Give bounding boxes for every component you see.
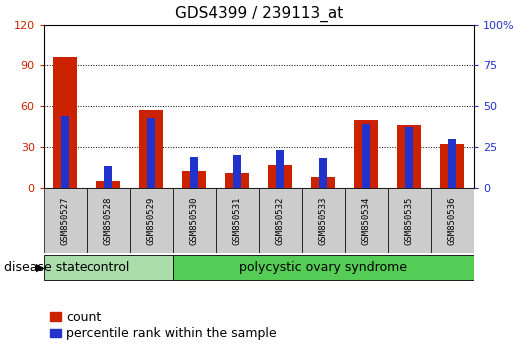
Bar: [182, 171, 206, 188]
Bar: [354, 120, 378, 188]
FancyBboxPatch shape: [431, 188, 474, 253]
Bar: [319, 158, 327, 188]
Bar: [226, 173, 249, 188]
Text: control: control: [87, 261, 130, 274]
Bar: [96, 181, 120, 188]
Bar: [440, 144, 464, 188]
Text: GSM850536: GSM850536: [448, 196, 457, 245]
Text: polycystic ovary syndrome: polycystic ovary syndrome: [239, 261, 407, 274]
Legend: count, percentile rank within the sample: count, percentile rank within the sample: [50, 311, 277, 341]
FancyBboxPatch shape: [345, 188, 388, 253]
Bar: [140, 110, 163, 188]
Text: GSM850533: GSM850533: [319, 196, 328, 245]
Bar: [268, 165, 292, 188]
FancyBboxPatch shape: [173, 188, 216, 253]
FancyBboxPatch shape: [173, 255, 474, 280]
Bar: [277, 150, 284, 188]
Text: disease state: disease state: [4, 261, 88, 274]
FancyBboxPatch shape: [216, 188, 259, 253]
FancyBboxPatch shape: [388, 188, 431, 253]
Text: GSM850535: GSM850535: [405, 196, 414, 245]
FancyBboxPatch shape: [44, 188, 87, 253]
FancyBboxPatch shape: [130, 188, 173, 253]
Text: ▶: ▶: [36, 262, 44, 272]
FancyBboxPatch shape: [302, 188, 345, 253]
Title: GDS4399 / 239113_at: GDS4399 / 239113_at: [175, 6, 343, 22]
Text: GSM850529: GSM850529: [147, 196, 156, 245]
Text: GSM850527: GSM850527: [61, 196, 70, 245]
Bar: [398, 125, 421, 188]
FancyBboxPatch shape: [44, 255, 173, 280]
Text: GSM850530: GSM850530: [190, 196, 199, 245]
Bar: [147, 118, 155, 188]
Bar: [61, 116, 69, 188]
Text: GSM850528: GSM850528: [104, 196, 113, 245]
Bar: [191, 157, 198, 188]
FancyBboxPatch shape: [87, 188, 130, 253]
Bar: [54, 57, 77, 188]
Text: GSM850534: GSM850534: [362, 196, 371, 245]
Text: GSM850531: GSM850531: [233, 196, 242, 245]
Bar: [105, 166, 112, 188]
Bar: [405, 127, 413, 188]
Bar: [312, 177, 335, 188]
Bar: [449, 139, 456, 188]
Bar: [233, 155, 241, 188]
Text: GSM850532: GSM850532: [276, 196, 285, 245]
FancyBboxPatch shape: [259, 188, 302, 253]
Bar: [363, 124, 370, 188]
